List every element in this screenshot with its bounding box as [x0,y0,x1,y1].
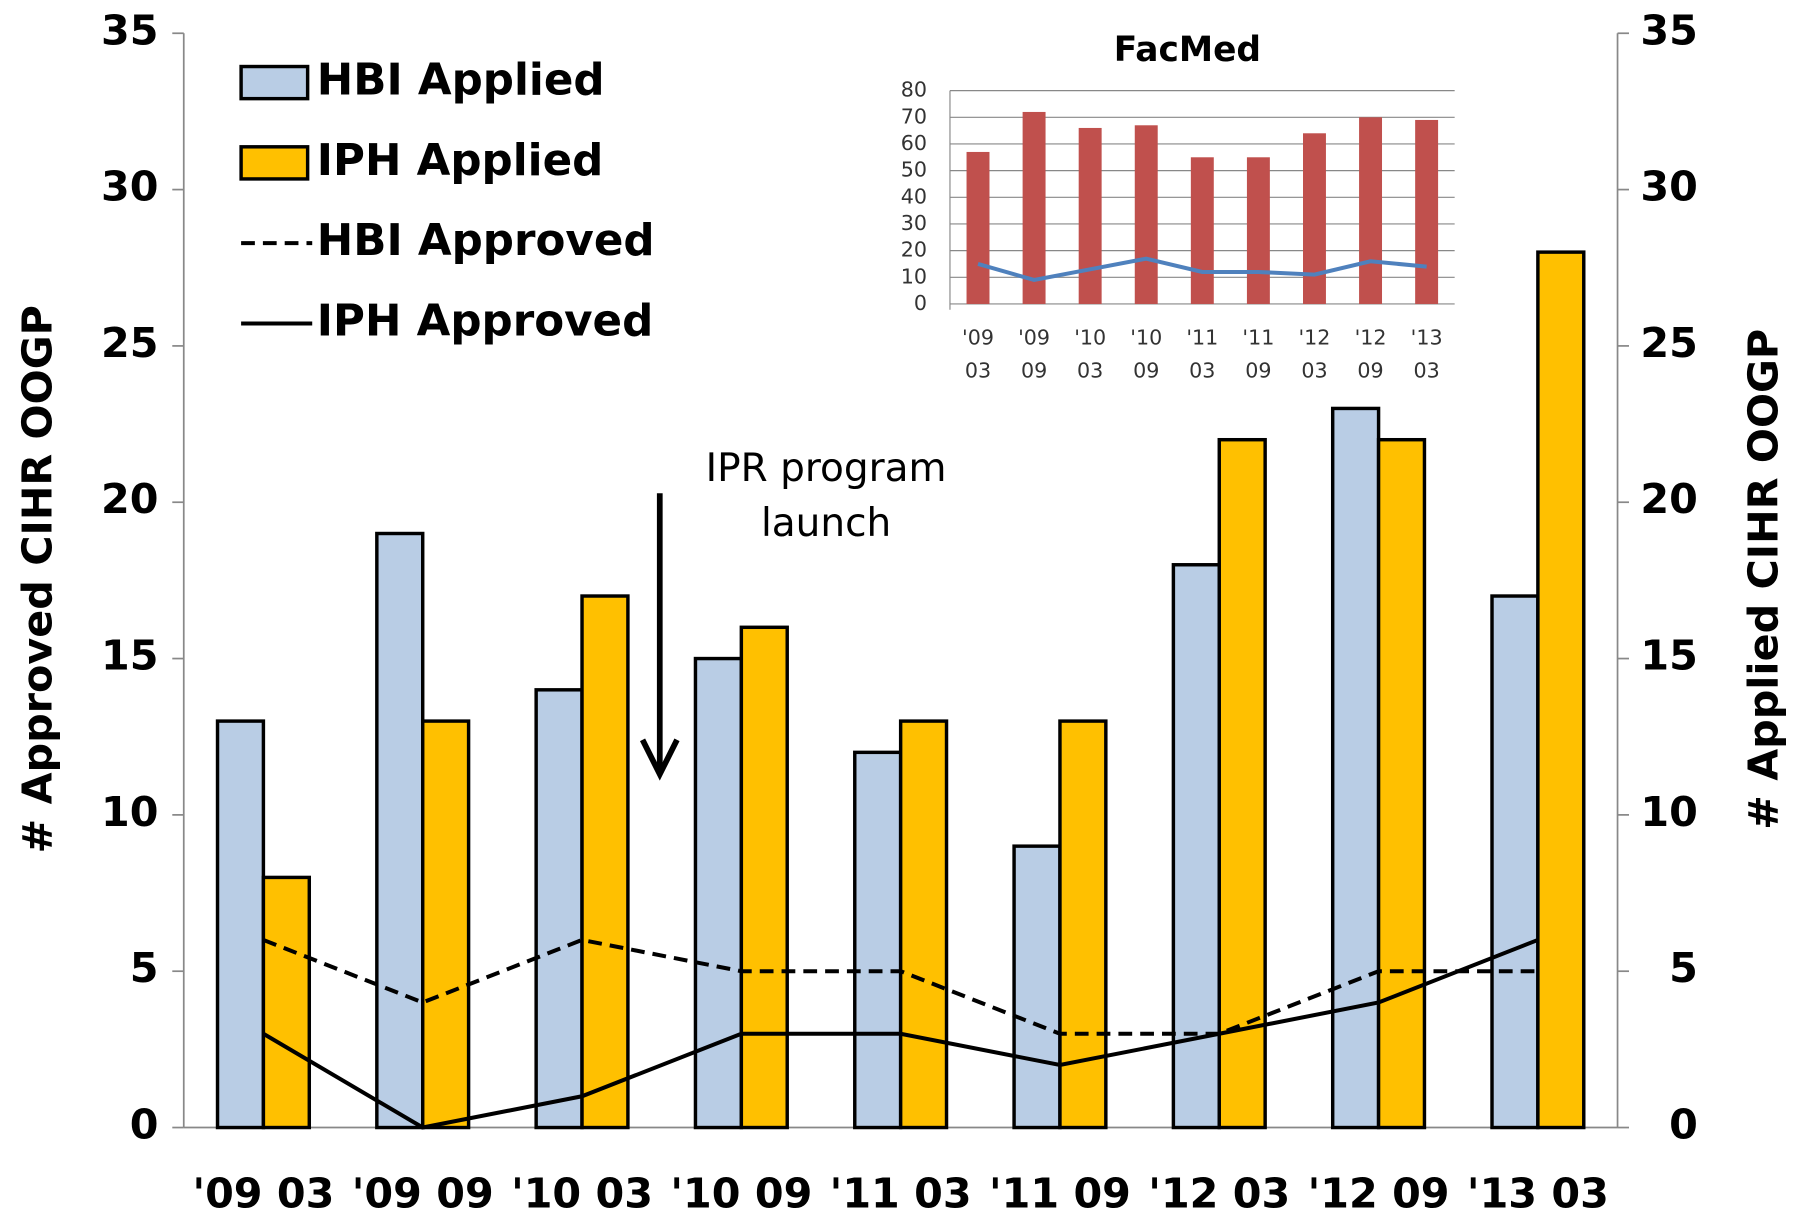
bar [693,656,744,1130]
legend-label: HBI Approved [317,216,655,266]
y-axis-label: # Approved CIHR OOGP [13,305,61,853]
line [977,256,1427,283]
bar [1134,125,1158,304]
bar [375,531,425,1130]
bar [966,151,990,304]
bar [1330,406,1381,1130]
y-tick-label: 30 [101,163,158,211]
x-tick-label: '11 09 [1242,325,1274,382]
legend-label: IPH Approved [317,296,654,346]
y2-tick-label: 5 [1669,944,1698,992]
bar [1536,250,1586,1130]
y-tick-label: 15 [101,632,158,680]
bar [1303,133,1326,304]
bar [1359,117,1383,304]
legend-label: HBI Applied [317,56,605,106]
x-tick-label: '12 09 [1308,1169,1450,1217]
x-tick-label: '09 09 [1018,325,1050,382]
legend-swatch [239,64,310,101]
bar [1246,157,1270,304]
line [262,937,1538,1036]
x-tick-label: '12 03 [1148,1169,1290,1217]
y-tick-label: 0 [914,291,927,315]
y2-tick-label: 15 [1640,632,1697,680]
bar [1190,157,1214,304]
x-tick-label: '09 03 [962,325,994,382]
x-tick-label: '11 09 [989,1169,1131,1217]
y-tick-label: 30 [901,211,927,235]
x-tick-label: '09 03 [192,1169,334,1217]
y-tick-label: 70 [901,104,927,128]
x-tick-label: '11 03 [830,1169,972,1217]
x-tick-label: '12 09 [1355,325,1387,382]
bar [215,719,266,1130]
bar [1217,437,1267,1130]
bar [1022,111,1046,304]
x-tick-label: '13 03 [1467,1169,1609,1217]
y2-tick-label: 35 [1640,6,1697,54]
x-tick-label: '10 09 [670,1169,812,1217]
y-tick-label: 5 [130,944,159,992]
bar [1078,127,1102,304]
bar [580,594,630,1130]
annotation: IPR program [706,446,947,491]
bar [1490,594,1540,1130]
line [262,938,1539,1130]
bar [1415,119,1439,304]
bar [261,875,312,1130]
x-tick-label: '11 03 [1186,325,1218,382]
bar [853,750,903,1130]
x-tick-label: '10 03 [511,1169,653,1217]
bar [1376,437,1427,1130]
bar [898,719,949,1130]
bar [1012,844,1062,1130]
y2-tick-label: 30 [1640,163,1697,211]
y2-tick-label: 25 [1640,319,1697,367]
bar [420,719,471,1130]
y2-tick-label: 0 [1669,1101,1698,1149]
bar [739,625,789,1130]
y2-tick-label: 10 [1640,788,1697,836]
y2-axis-label: # Applied CIHR OOGP [1740,329,1788,830]
y-tick-label: 10 [101,788,158,836]
annotation: launch [761,501,891,546]
y-tick-label: 80 [901,78,927,102]
x-tick-label: '12 03 [1299,325,1331,382]
y-tick-label: 35 [101,6,158,54]
y-tick-label: 20 [101,475,158,523]
legend-label: IPH Applied [317,136,604,186]
inset-title: FacMed [1114,30,1261,70]
y-tick-label: 25 [101,319,158,367]
bar [1058,719,1108,1130]
y-tick-label: 40 [901,184,927,208]
y2-tick-label: 20 [1640,475,1697,523]
x-tick-label: '10 09 [1130,325,1162,382]
y-tick-label: 60 [901,131,927,155]
x-tick-label: '13 03 [1411,325,1443,382]
x-tick-label: '10 03 [1074,325,1106,382]
y-tick-label: 20 [901,238,927,262]
arrow-head [640,738,680,781]
y-tick-label: 10 [901,264,927,288]
y-tick-label: 0 [130,1101,159,1149]
x-tick-label: '09 09 [352,1169,494,1217]
y-tick-label: 50 [901,158,927,182]
legend-swatch [239,145,310,181]
bar [534,688,584,1130]
